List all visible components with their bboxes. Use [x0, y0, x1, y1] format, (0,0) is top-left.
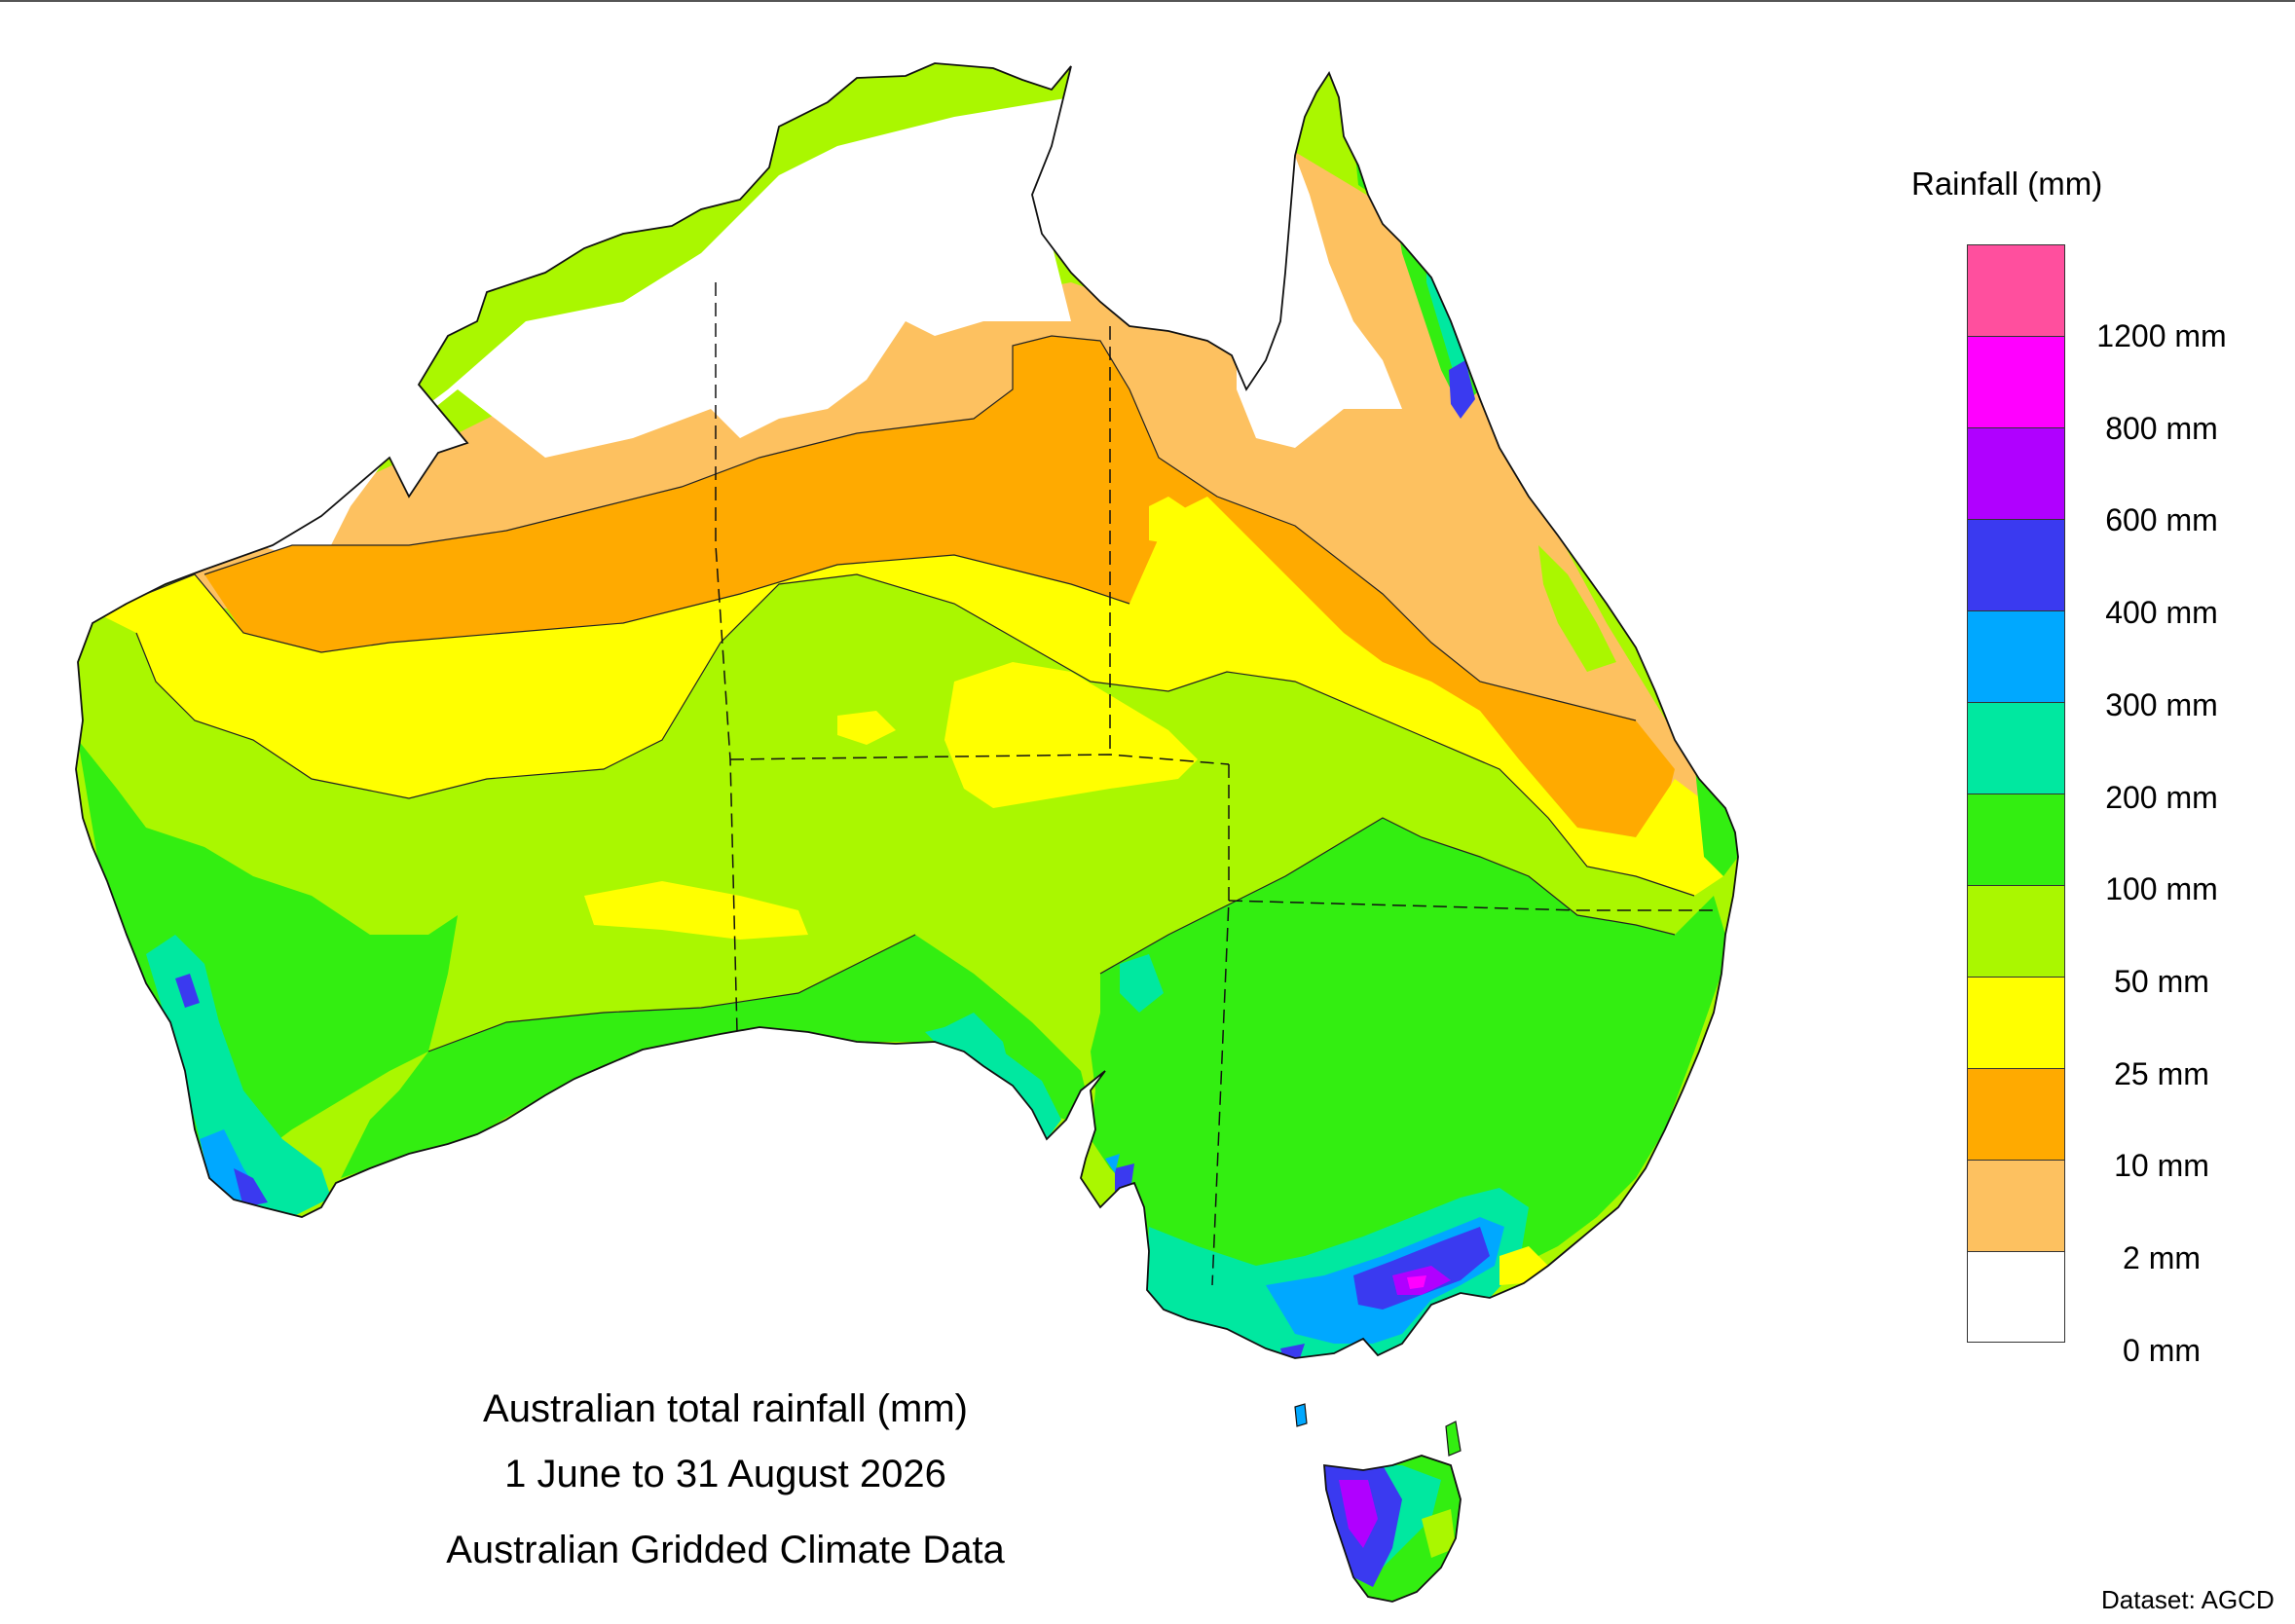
- legend-label: 800 mm: [2105, 410, 2218, 446]
- legend-label: 200 mm: [2105, 779, 2218, 815]
- legend-swatch: [1967, 336, 2065, 427]
- map-data-source: Australian Gridded Climate Data: [446, 1529, 1005, 1571]
- legend-swatch: [1967, 1160, 2065, 1251]
- legend-swatch: [1967, 977, 2065, 1068]
- contour-lines: [96, 335, 1695, 1052]
- legend-swatch: [1967, 1251, 2065, 1343]
- legend-label: 10 mm: [2114, 1148, 2209, 1184]
- legend-title: Rainfall (mm): [1911, 166, 2103, 202]
- legend-label: 0 mm: [2123, 1332, 2201, 1368]
- legend-swatch: [1967, 794, 2065, 885]
- top-frame-line: [0, 0, 2295, 2]
- legend-label: 50 mm: [2114, 963, 2209, 999]
- flinders-island: [1445, 1421, 1462, 1457]
- legend-swatch: [1967, 885, 2065, 977]
- tasmania-rainfall-fill: [1324, 1456, 1461, 1602]
- legend-swatch: [1967, 610, 2065, 702]
- map-title: Australian total rainfall (mm): [483, 1387, 968, 1430]
- legend-label: 600 mm: [2105, 502, 2218, 538]
- legend-swatch: [1967, 1068, 2065, 1160]
- state-borders: [715, 282, 1714, 1286]
- legend-label: 100 mm: [2105, 871, 2218, 907]
- legend-swatch: [1967, 519, 2065, 610]
- legend-swatch: [1967, 427, 2065, 519]
- legend-label: 1200 mm: [2096, 318, 2227, 353]
- map-date-range: 1 June to 31 August 2026: [504, 1453, 946, 1495]
- legend-color-bar: [1967, 244, 2065, 1343]
- legend-swatch: [1967, 244, 2065, 336]
- dataset-label: Dataset: AGCD: [2101, 1585, 2275, 1614]
- legend-label: 400 mm: [2105, 595, 2218, 631]
- legend-label: 25 mm: [2114, 1055, 2209, 1091]
- legend-swatch: [1967, 702, 2065, 794]
- king-island: [1294, 1403, 1308, 1427]
- legend-label: 300 mm: [2105, 686, 2218, 722]
- legend-label: 2 mm: [2123, 1240, 2201, 1275]
